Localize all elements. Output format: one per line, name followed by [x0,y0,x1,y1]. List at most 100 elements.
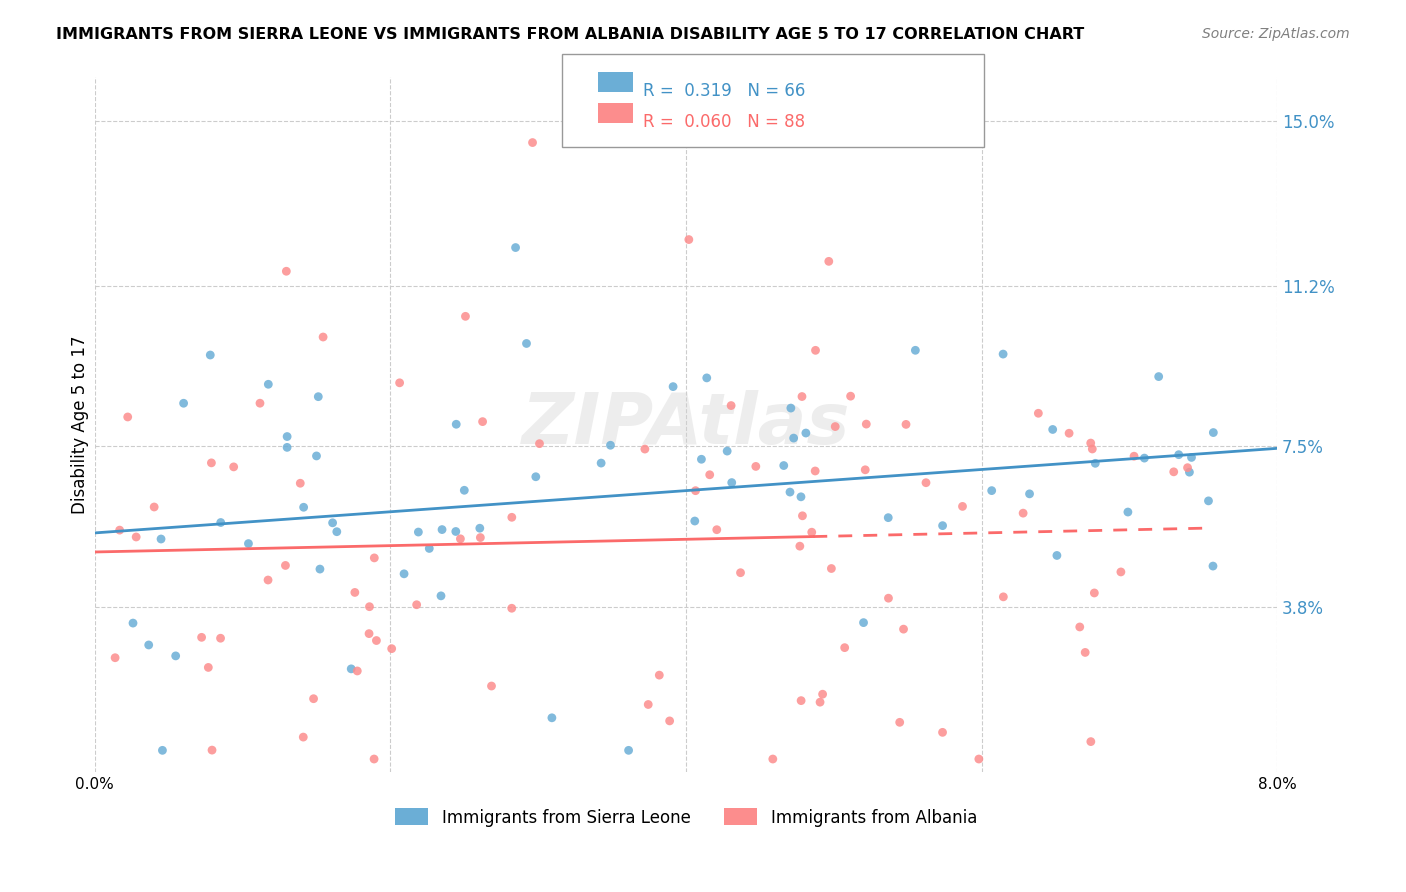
Point [346,664,368,678]
Point [505,241,527,255]
Point [730,566,752,580]
Point [1042,422,1064,436]
Point [779,485,801,500]
Point [392,566,415,581]
Point [468,521,491,535]
Text: IMMIGRANTS FROM SIERRA LEONE VS IMMIGRANTS FROM ALBANIA DISABILITY AGE 5 TO 17 C: IMMIGRANTS FROM SIERRA LEONE VS IMMIGRAN… [56,27,1084,42]
Point [444,524,467,539]
Point [274,558,297,573]
Point [501,601,523,615]
Point [322,516,344,530]
Point [257,377,280,392]
Point [1147,369,1170,384]
Point [470,531,492,545]
Text: R =  0.319   N = 66: R = 0.319 N = 66 [643,82,804,100]
Point [197,660,219,674]
Point [1018,487,1040,501]
Point [152,743,174,757]
Point [201,743,224,757]
Point [634,442,657,456]
Point [222,459,245,474]
Point [637,698,659,712]
Point [824,419,846,434]
Point [150,532,173,546]
Point [1163,465,1185,479]
Point [1046,549,1069,563]
Text: Source: ZipAtlas.com: Source: ZipAtlas.com [1202,27,1350,41]
Point [716,444,738,458]
Point [1081,442,1104,456]
Point [200,348,222,362]
Point [357,626,380,640]
Point [108,523,131,537]
Point [200,456,222,470]
Point [501,510,523,524]
Point [1057,426,1080,441]
Point [696,371,718,385]
Point [683,514,706,528]
Point [515,336,537,351]
Point [804,343,827,358]
Point [678,233,700,247]
Point [1133,451,1156,466]
Point [648,668,671,682]
Point [276,441,298,455]
Point [292,500,315,515]
Point [125,530,148,544]
Point [685,483,707,498]
Point [388,376,411,390]
Point [1177,460,1199,475]
Point [276,264,298,278]
Point [165,648,187,663]
Point [249,396,271,410]
Point [340,662,363,676]
Point [190,631,212,645]
Point [117,409,139,424]
Point [453,483,475,498]
Point [889,715,911,730]
Point [524,469,547,483]
Point [782,431,804,445]
Point [991,347,1014,361]
Point [877,510,900,524]
Point [481,679,503,693]
Point [326,524,349,539]
Point [794,425,817,440]
Point [405,598,427,612]
Point [1198,494,1220,508]
Point [430,523,453,537]
Point [790,490,813,504]
Point [789,539,811,553]
Point [804,464,827,478]
Point [292,730,315,744]
Point [662,379,685,393]
Point [408,524,430,539]
Point [762,752,785,766]
Point [1167,448,1189,462]
Point [309,562,332,576]
Point [855,417,877,431]
Point [290,476,312,491]
Text: ZIPAtlas: ZIPAtlas [522,390,851,459]
Point [122,616,145,631]
Point [238,536,260,550]
Point [138,638,160,652]
Point [967,752,990,766]
Point [808,695,831,709]
Point [980,483,1002,498]
Point [591,456,613,470]
Point [173,396,195,410]
Point [706,523,728,537]
Point [454,310,477,324]
Point [800,525,823,540]
Legend: Immigrants from Sierra Leone, Immigrants from Albania: Immigrants from Sierra Leone, Immigrants… [388,802,984,833]
Point [1080,436,1102,450]
Point [522,136,544,150]
Point [1180,450,1202,465]
Point [658,714,681,728]
Point [1202,425,1225,440]
Point [381,641,404,656]
Point [599,438,621,452]
Point [430,589,453,603]
Point [852,615,875,630]
